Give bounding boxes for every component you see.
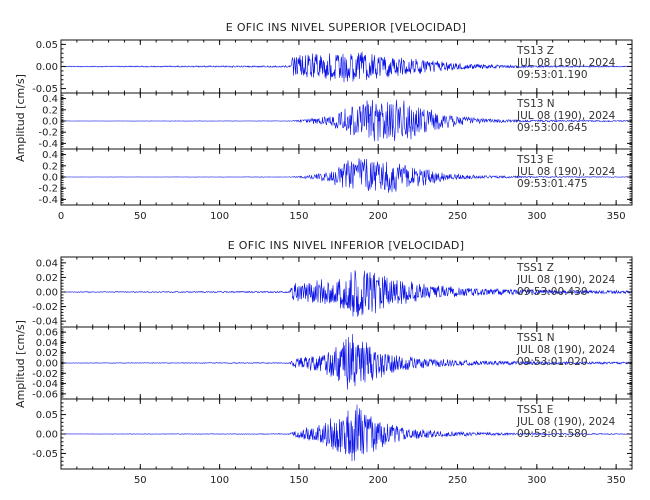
- y-tick-label: 0.00: [36, 359, 58, 370]
- time-label: 09:53:00.645: [517, 122, 588, 134]
- y-tick-label: -0.05: [32, 449, 58, 460]
- upper-section-title: E OFIC INS NIVEL SUPERIOR [VELOCIDAD]: [226, 21, 466, 34]
- station-label: TS13 E: [516, 154, 553, 166]
- y-tick-label: 0.04: [36, 338, 58, 349]
- y-tick-label: 0.4: [42, 150, 58, 161]
- date-label: JUL 08 (190), 2024: [516, 274, 616, 286]
- x-tick-label: 350: [607, 475, 626, 486]
- y-tick-label: 0.0: [42, 117, 58, 128]
- time-label: 09:53:01.190: [517, 69, 588, 81]
- y-tick-label: -0.05: [32, 84, 58, 95]
- upper-y-axis-label: Amplitud [cm/s]: [14, 74, 27, 162]
- date-label: JUL 08 (190), 2024: [516, 416, 616, 428]
- time-label: 09:53:01.475: [517, 178, 588, 190]
- x-tick-label: 50: [134, 211, 147, 222]
- x-tick-label: 100: [210, 475, 229, 486]
- x-tick-label: 250: [448, 211, 467, 222]
- y-tick-label: 0.04: [36, 258, 58, 269]
- y-tick-label: 0.02: [36, 348, 58, 359]
- panel-tss1-n: 0.060.040.020.00-0.02-0.04-0.06 TSS1 NJUL…: [32, 326, 633, 400]
- x-tick-label: 300: [527, 211, 546, 222]
- x-tick-label: 300: [527, 475, 546, 486]
- y-tick-label: 0.00: [36, 430, 58, 441]
- x-tick-label: 150: [289, 475, 308, 486]
- date-label: JUL 08 (190), 2024: [516, 57, 616, 69]
- x-tick-label: 250: [448, 475, 467, 486]
- x-tick-label: 0: [58, 211, 64, 222]
- y-tick-label: -0.02: [32, 369, 58, 380]
- time-label: 09:53:01.020: [517, 356, 588, 368]
- y-tick-label: 0.06: [36, 328, 58, 339]
- station-label: TSS1 N: [516, 332, 555, 344]
- y-tick-label: -0.2: [38, 128, 58, 139]
- x-tick-label: 200: [369, 475, 388, 486]
- waveform-trace: [60, 270, 633, 317]
- y-tick-label: -0.04: [32, 379, 58, 390]
- waveform-trace: [61, 404, 633, 462]
- lower-y-axis-label: Amplitud [cm/s]: [14, 320, 27, 408]
- time-label: 09:53:00.430: [517, 286, 588, 298]
- waveform-trace: [60, 333, 633, 390]
- y-tick-label: 0.00: [36, 62, 58, 73]
- y-tick-label: 0.05: [36, 40, 58, 51]
- waveform-trace: [60, 51, 633, 83]
- lower-section-title: E OFIC INS NIVEL INFERIOR [VELOCIDAD]: [228, 239, 465, 252]
- station-label: TS13 Z: [516, 45, 554, 57]
- x-tick-label: 200: [369, 211, 388, 222]
- x-tick-label: 150: [289, 211, 308, 222]
- station-label: TSS1 Z: [516, 262, 554, 274]
- y-tick-label: -0.4: [38, 195, 58, 206]
- station-label: TS13 N: [516, 98, 555, 110]
- y-tick-label: -0.06: [32, 389, 58, 400]
- y-tick-label: 0.2: [42, 105, 58, 116]
- y-tick-label: 0.02: [36, 273, 58, 284]
- date-label: JUL 08 (190), 2024: [516, 110, 616, 122]
- y-tick-label: 0.00: [36, 288, 58, 299]
- y-tick-label: -0.2: [38, 184, 58, 195]
- station-label: TSS1 E: [516, 404, 553, 416]
- y-tick-label: 0.4: [42, 94, 58, 105]
- time-label: 09:53:01.580: [517, 428, 588, 440]
- y-tick-label: 0.0: [42, 173, 58, 184]
- x-tick-label: 50: [134, 475, 147, 486]
- y-tick-label: -0.02: [32, 302, 58, 313]
- y-tick-label: -0.04: [32, 317, 58, 328]
- x-tick-label: 350: [607, 211, 626, 222]
- waveform-trace: [60, 99, 633, 142]
- y-tick-label: 0.2: [42, 161, 58, 172]
- y-tick-label: -0.4: [38, 139, 58, 150]
- date-label: JUL 08 (190), 2024: [516, 344, 616, 356]
- date-label: JUL 08 (190), 2024: [516, 166, 616, 178]
- waveform-trace: [60, 158, 633, 193]
- x-tick-label: 100: [210, 211, 229, 222]
- y-tick-label: 0.05: [36, 410, 58, 421]
